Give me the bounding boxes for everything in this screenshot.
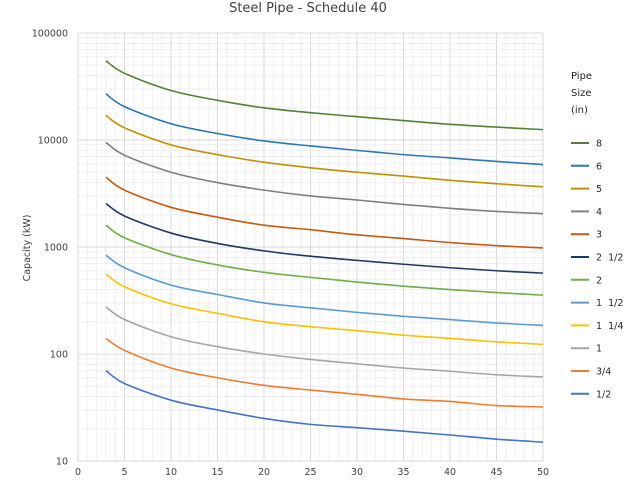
x-tick-label: 50 [537,467,549,478]
x-tick-label: 25 [304,467,316,478]
y-tick-label: 10000 [38,136,68,147]
legend-label: 2 1/2 [596,253,623,264]
series-line [105,93,544,166]
y-tick-label: 1000 [44,243,68,254]
series-line [105,60,544,131]
x-tick-label: 40 [444,467,456,478]
legend-label: 1 [596,344,602,355]
y-tick-label: 100 [50,350,68,361]
gridlines [77,32,544,462]
series-line [105,114,544,188]
legend-label: 6 [596,161,602,172]
legend: Pipe Size (in) 8 6 5 4 3 2 1/2 2 1 1/2 1 1/4 1 3/4 1/2 [571,71,623,400]
x-tick-label: 0 [75,467,81,478]
x-tick-label: 15 [211,467,223,478]
x-tick-label: 5 [121,467,127,478]
legend-label: 1 1/2 [596,298,623,309]
legend-label: 3 [596,230,602,241]
legend-title: (in) [571,105,588,116]
legend-label: 8 [596,139,602,150]
y-axis-label: Capacity (kW) [22,215,33,282]
x-tick-label: 45 [490,467,502,478]
chart-title: Steel Pipe - Schedule 40 [229,1,387,16]
legend-label: 1 1/4 [596,321,623,332]
series-line [105,273,544,346]
axis-ticks: 0 5 10 15 20 25 30 35 40 45 50 10 100 1000 10000 100000 [32,29,549,479]
legend-label: 4 [596,207,602,218]
series-lines [105,60,544,443]
x-tick-label: 30 [351,467,363,478]
legend-title: Pipe [571,71,592,82]
y-tick-label: 10 [56,457,68,468]
series-line [105,254,544,327]
legend-label: 1/2 [596,389,611,400]
legend-title: Size [571,88,592,99]
series-line [105,224,544,296]
x-tick-label: 20 [258,467,270,478]
legend-label: 5 [596,184,602,195]
series-line [105,141,544,215]
legend-label: 2 [596,275,602,286]
x-tick-label: 35 [397,467,409,478]
y-tick-label: 100000 [32,29,68,40]
series-line [105,369,544,443]
x-tick-label: 10 [165,467,177,478]
series-line [105,306,544,378]
series-line [105,176,544,249]
series-line [105,202,544,274]
legend-label: 3/4 [596,367,611,378]
series-line [105,337,544,408]
plot-border [77,32,544,462]
